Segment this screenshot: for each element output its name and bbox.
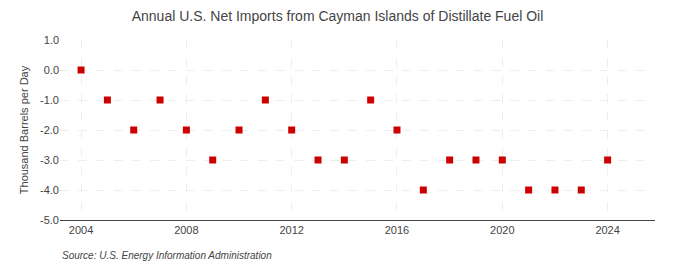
svg-text:2008: 2008 [174,224,198,236]
svg-text:0.0: 0.0 [44,64,59,76]
svg-text:-3.0: -3.0 [40,154,59,166]
svg-text:Annual U.S. Net Imports from C: Annual U.S. Net Imports from Cayman Isla… [132,8,544,24]
svg-text:2024: 2024 [595,224,619,236]
svg-text:-5.0: -5.0 [40,214,59,226]
svg-text:2020: 2020 [490,224,514,236]
svg-text:-2.0: -2.0 [40,124,59,136]
svg-text:2016: 2016 [385,224,409,236]
svg-text:Thousand Barrels per Day: Thousand Barrels per Day [18,65,30,194]
svg-text:2012: 2012 [279,224,303,236]
svg-text:Source: U.S. Energy Informatio: Source: U.S. Energy Information Administ… [62,250,272,261]
svg-text:-1.0: -1.0 [40,94,59,106]
svg-text:2004: 2004 [69,224,93,236]
svg-text:1.0: 1.0 [44,34,59,46]
svg-text:-4.0: -4.0 [40,184,59,196]
